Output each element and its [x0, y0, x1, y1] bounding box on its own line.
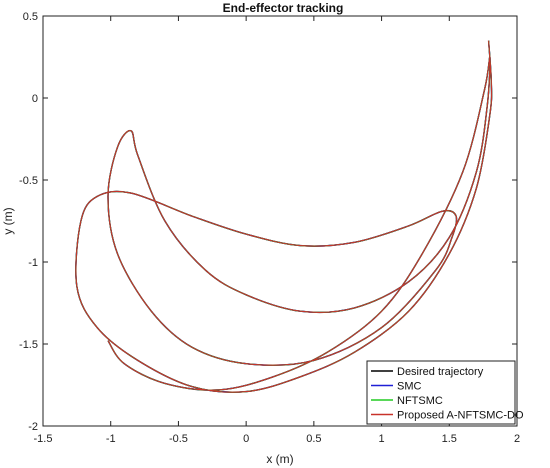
x-tick-label: 2 — [514, 433, 520, 445]
legend-label: Proposed A-NFTSMC-DO — [397, 410, 524, 422]
legend: Desired trajectory SMC NFTSMC Proposed A-NF… — [366, 360, 524, 425]
x-tick-label: -0.5 — [169, 433, 188, 445]
chart-title: End-effector tracking — [223, 1, 344, 15]
x-tick-label: 0.5 — [306, 433, 321, 445]
y-tick-label: -1 — [28, 257, 38, 269]
x-tick-label: -1.5 — [34, 433, 53, 445]
x-axis-label: x (m) — [266, 452, 293, 466]
y-tick-label: -1.5 — [19, 339, 38, 351]
y-tick-label: 0.5 — [23, 11, 38, 23]
x-tick-label: 0 — [243, 433, 249, 445]
series-line-proposed-a-nftsmc-do — [75, 40, 493, 393]
axis-ticks: -1.5 -1 -0.5 0 0.5 1 1.5 2-2-1.5-1-0.500.5 — [19, 11, 520, 445]
legend-label: Desired trajectory — [397, 366, 484, 378]
x-tick-label: 1 — [379, 433, 385, 445]
y-tick-label: -0.5 — [19, 175, 38, 187]
x-tick-label: -1 — [106, 433, 116, 445]
x-tick-label: 1.5 — [442, 433, 457, 445]
y-tick-label: -2 — [28, 421, 38, 433]
y-axis-label: y (m) — [1, 207, 15, 234]
plot-area — [42, 15, 518, 427]
series-layer — [75, 40, 493, 393]
y-tick-label: 0 — [32, 93, 38, 105]
legend-label: NFTSMC — [397, 395, 443, 407]
legend-label: SMC — [397, 381, 422, 393]
